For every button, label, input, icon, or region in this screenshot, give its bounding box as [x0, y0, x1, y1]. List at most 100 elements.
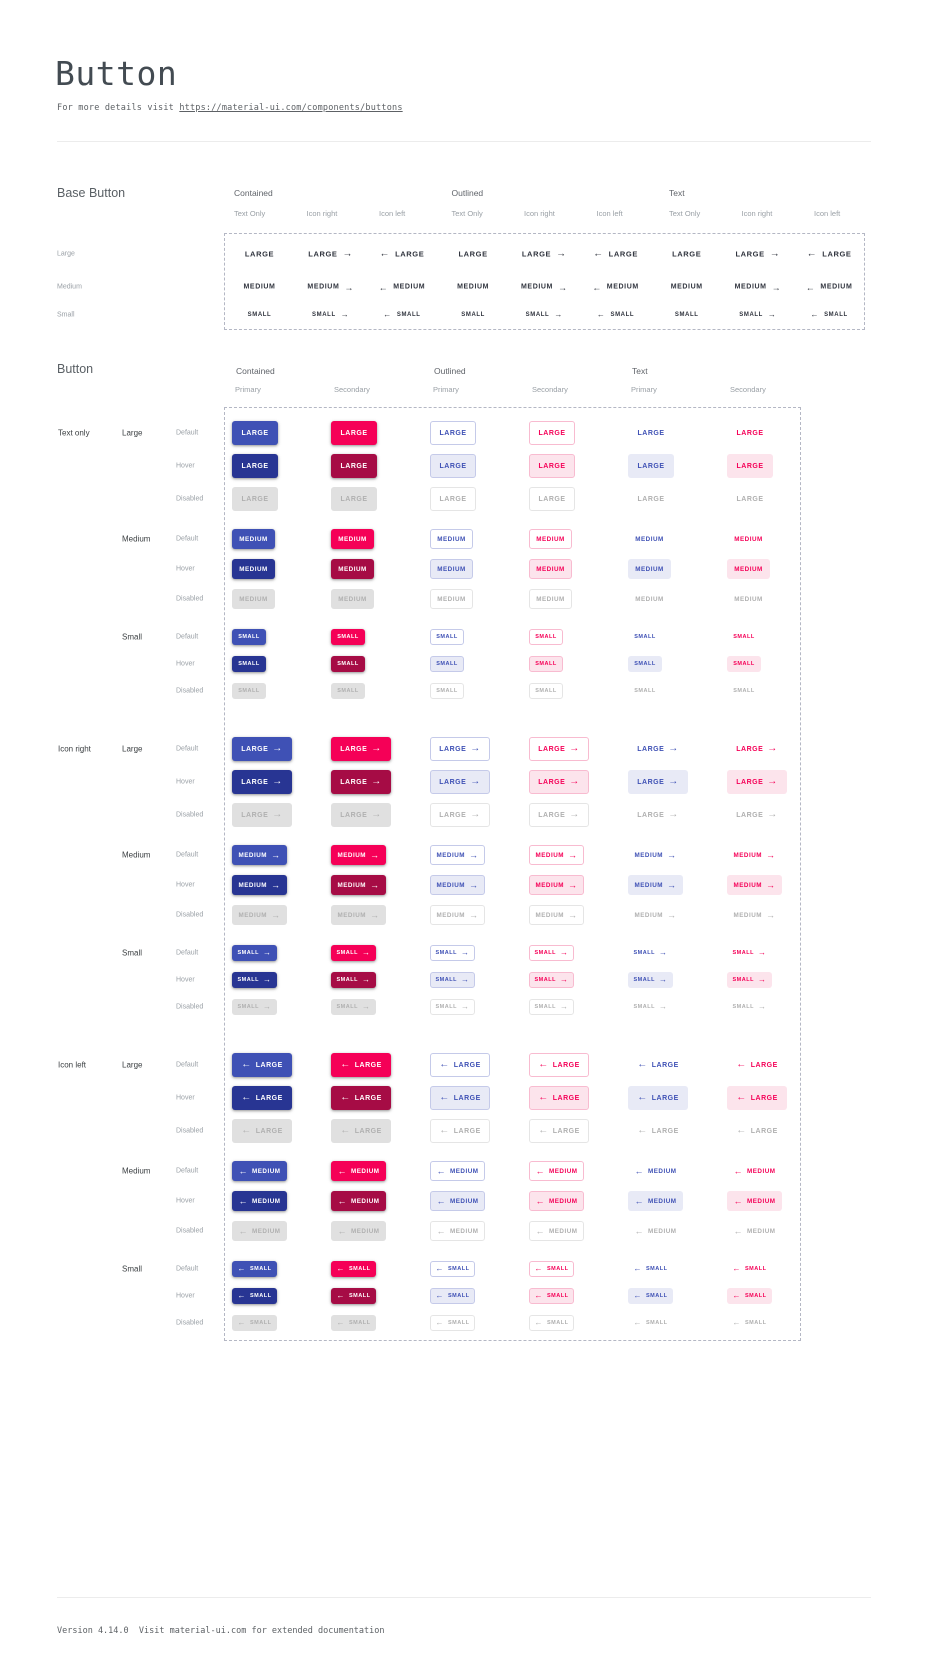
outlined-secondary-small-hover-button[interactable]: SMALL →: [529, 972, 574, 988]
outlined-primary-large-disabled-button[interactable]: LARGE →: [430, 803, 490, 827]
contained-primary-large-default-button[interactable]: ← LARGE: [232, 1053, 292, 1077]
contained-secondary-medium-disabled-button[interactable]: MEDIUM →: [331, 905, 386, 925]
contained-primary-large-disabled-button[interactable]: LARGE: [232, 487, 278, 511]
outlined-primary-large-disabled-button[interactable]: ← LARGE: [430, 1119, 490, 1143]
contained-primary-medium-default-button[interactable]: MEDIUM: [232, 529, 275, 549]
outlined-secondary-large-default-button[interactable]: LARGE →: [529, 737, 589, 761]
text-secondary-large-disabled-button[interactable]: ← LARGE: [736, 1125, 778, 1136]
base-button[interactable]: LARGE: [245, 250, 274, 259]
contained-primary-large-hover-button[interactable]: ← LARGE: [232, 1086, 292, 1110]
text-secondary-large-default-button[interactable]: LARGE: [727, 421, 773, 445]
outlined-secondary-medium-default-button[interactable]: MEDIUM: [529, 529, 572, 549]
outlined-primary-medium-hover-button[interactable]: MEDIUM: [430, 559, 473, 579]
text-primary-small-disabled-button[interactable]: SMALL →: [633, 1002, 668, 1011]
outlined-secondary-small-default-button[interactable]: SMALL: [529, 629, 563, 645]
text-secondary-small-default-button[interactable]: SMALL →: [732, 948, 767, 957]
text-secondary-small-disabled-button[interactable]: SMALL →: [732, 1002, 767, 1011]
outlined-secondary-large-hover-button[interactable]: ← LARGE: [529, 1086, 589, 1110]
base-button[interactable]: SMALL →: [525, 310, 563, 319]
outlined-primary-medium-disabled-button[interactable]: ← MEDIUM: [430, 1221, 485, 1241]
outlined-secondary-medium-hover-button[interactable]: MEDIUM →: [529, 875, 584, 895]
text-secondary-small-disabled-button[interactable]: ← SMALL: [732, 1318, 767, 1327]
outlined-primary-medium-default-button[interactable]: MEDIUM →: [430, 845, 485, 865]
outlined-secondary-large-default-button[interactable]: LARGE: [529, 421, 575, 445]
contained-primary-medium-disabled-button[interactable]: MEDIUM →: [232, 905, 287, 925]
outlined-secondary-medium-disabled-button[interactable]: MEDIUM: [529, 589, 572, 609]
outlined-secondary-medium-hover-button[interactable]: ← MEDIUM: [529, 1191, 584, 1211]
contained-secondary-small-disabled-button[interactable]: ← SMALL: [331, 1315, 376, 1331]
contained-secondary-medium-disabled-button[interactable]: MEDIUM: [331, 589, 374, 609]
contained-secondary-large-hover-button[interactable]: LARGE →: [331, 770, 391, 794]
text-secondary-large-disabled-button[interactable]: LARGE: [727, 487, 773, 511]
text-secondary-medium-disabled-button[interactable]: MEDIUM →: [733, 910, 776, 920]
outlined-secondary-medium-hover-button[interactable]: MEDIUM: [529, 559, 572, 579]
outlined-primary-medium-disabled-button[interactable]: MEDIUM →: [430, 905, 485, 925]
contained-secondary-small-disabled-button[interactable]: SMALL: [331, 683, 365, 699]
outlined-primary-large-disabled-button[interactable]: LARGE: [430, 487, 476, 511]
text-primary-small-hover-button[interactable]: SMALL: [628, 656, 662, 672]
text-primary-small-default-button[interactable]: ← SMALL: [633, 1264, 668, 1273]
base-button[interactable]: ← LARGE: [379, 248, 425, 259]
base-button[interactable]: SMALL →: [739, 310, 777, 319]
contained-primary-large-default-button[interactable]: LARGE: [232, 421, 278, 445]
text-secondary-small-default-button[interactable]: SMALL: [727, 629, 761, 645]
base-button[interactable]: LARGE →: [735, 248, 781, 259]
text-secondary-medium-default-button[interactable]: MEDIUM →: [733, 850, 776, 860]
contained-secondary-large-disabled-button[interactable]: LARGE →: [331, 803, 391, 827]
outlined-secondary-small-disabled-button[interactable]: SMALL: [529, 683, 563, 699]
contained-secondary-medium-hover-button[interactable]: ← MEDIUM: [331, 1191, 386, 1211]
contained-secondary-small-disabled-button[interactable]: SMALL →: [331, 999, 376, 1015]
text-secondary-small-hover-button[interactable]: ← SMALL: [727, 1288, 772, 1304]
text-primary-small-disabled-button[interactable]: SMALL: [628, 683, 662, 699]
contained-secondary-small-hover-button[interactable]: ← SMALL: [331, 1288, 376, 1304]
base-button[interactable]: MEDIUM: [457, 284, 489, 291]
outlined-primary-medium-default-button[interactable]: ← MEDIUM: [430, 1161, 485, 1181]
outlined-primary-small-default-button[interactable]: SMALL →: [430, 945, 475, 961]
text-primary-medium-hover-button[interactable]: MEDIUM →: [628, 875, 683, 895]
contained-primary-small-hover-button[interactable]: ← SMALL: [232, 1288, 277, 1304]
base-button[interactable]: ← MEDIUM: [592, 282, 639, 292]
contained-secondary-large-default-button[interactable]: LARGE →: [331, 737, 391, 761]
outlined-secondary-small-default-button[interactable]: ← SMALL: [529, 1261, 574, 1277]
text-primary-small-default-button[interactable]: SMALL: [628, 629, 662, 645]
contained-secondary-medium-disabled-button[interactable]: ← MEDIUM: [331, 1221, 386, 1241]
base-button[interactable]: SMALL: [675, 312, 699, 318]
contained-primary-small-disabled-button[interactable]: SMALL: [232, 683, 266, 699]
text-secondary-small-disabled-button[interactable]: SMALL: [727, 683, 761, 699]
text-secondary-small-default-button[interactable]: ← SMALL: [732, 1264, 767, 1273]
text-primary-medium-default-button[interactable]: MEDIUM: [628, 529, 671, 549]
contained-primary-medium-disabled-button[interactable]: ← MEDIUM: [232, 1221, 287, 1241]
outlined-primary-large-default-button[interactable]: LARGE: [430, 421, 476, 445]
contained-primary-medium-default-button[interactable]: MEDIUM →: [232, 845, 287, 865]
outlined-secondary-large-disabled-button[interactable]: LARGE →: [529, 803, 589, 827]
outlined-primary-large-hover-button[interactable]: ← LARGE: [430, 1086, 490, 1110]
contained-primary-small-default-button[interactable]: ← SMALL: [232, 1261, 277, 1277]
text-primary-large-hover-button[interactable]: LARGE: [628, 454, 674, 478]
base-button[interactable]: ← MEDIUM: [805, 282, 853, 292]
base-button[interactable]: MEDIUM →: [520, 282, 568, 292]
base-button[interactable]: MEDIUM: [671, 284, 703, 291]
contained-primary-small-disabled-button[interactable]: SMALL →: [232, 999, 277, 1015]
outlined-secondary-medium-disabled-button[interactable]: MEDIUM →: [529, 905, 584, 925]
contained-secondary-large-hover-button[interactable]: LARGE: [331, 454, 377, 478]
text-secondary-medium-disabled-button[interactable]: ← MEDIUM: [733, 1226, 776, 1236]
text-secondary-large-hover-button[interactable]: ← LARGE: [727, 1086, 787, 1110]
text-primary-large-default-button[interactable]: ← LARGE: [637, 1059, 679, 1070]
base-button[interactable]: SMALL →: [312, 310, 350, 319]
docs-link[interactable]: https://material-ui.com/components/butto…: [179, 103, 403, 113]
contained-primary-small-default-button[interactable]: SMALL: [232, 629, 266, 645]
text-primary-large-default-button[interactable]: LARGE →: [637, 743, 679, 754]
text-secondary-medium-hover-button[interactable]: ← MEDIUM: [727, 1191, 782, 1211]
base-button[interactable]: LARGE: [458, 250, 487, 259]
contained-secondary-small-hover-button[interactable]: SMALL: [331, 656, 365, 672]
text-primary-small-disabled-button[interactable]: ← SMALL: [633, 1318, 668, 1327]
outlined-secondary-medium-default-button[interactable]: MEDIUM →: [529, 845, 584, 865]
base-button[interactable]: ← LARGE: [593, 248, 638, 259]
contained-primary-large-hover-button[interactable]: LARGE →: [232, 770, 292, 794]
base-button[interactable]: LARGE →: [308, 248, 354, 259]
contained-secondary-small-default-button[interactable]: ← SMALL: [331, 1261, 376, 1277]
outlined-primary-medium-hover-button[interactable]: MEDIUM →: [430, 875, 485, 895]
base-button[interactable]: LARGE: [672, 250, 701, 259]
contained-secondary-medium-default-button[interactable]: ← MEDIUM: [331, 1161, 386, 1181]
text-primary-medium-disabled-button[interactable]: MEDIUM: [628, 589, 671, 609]
